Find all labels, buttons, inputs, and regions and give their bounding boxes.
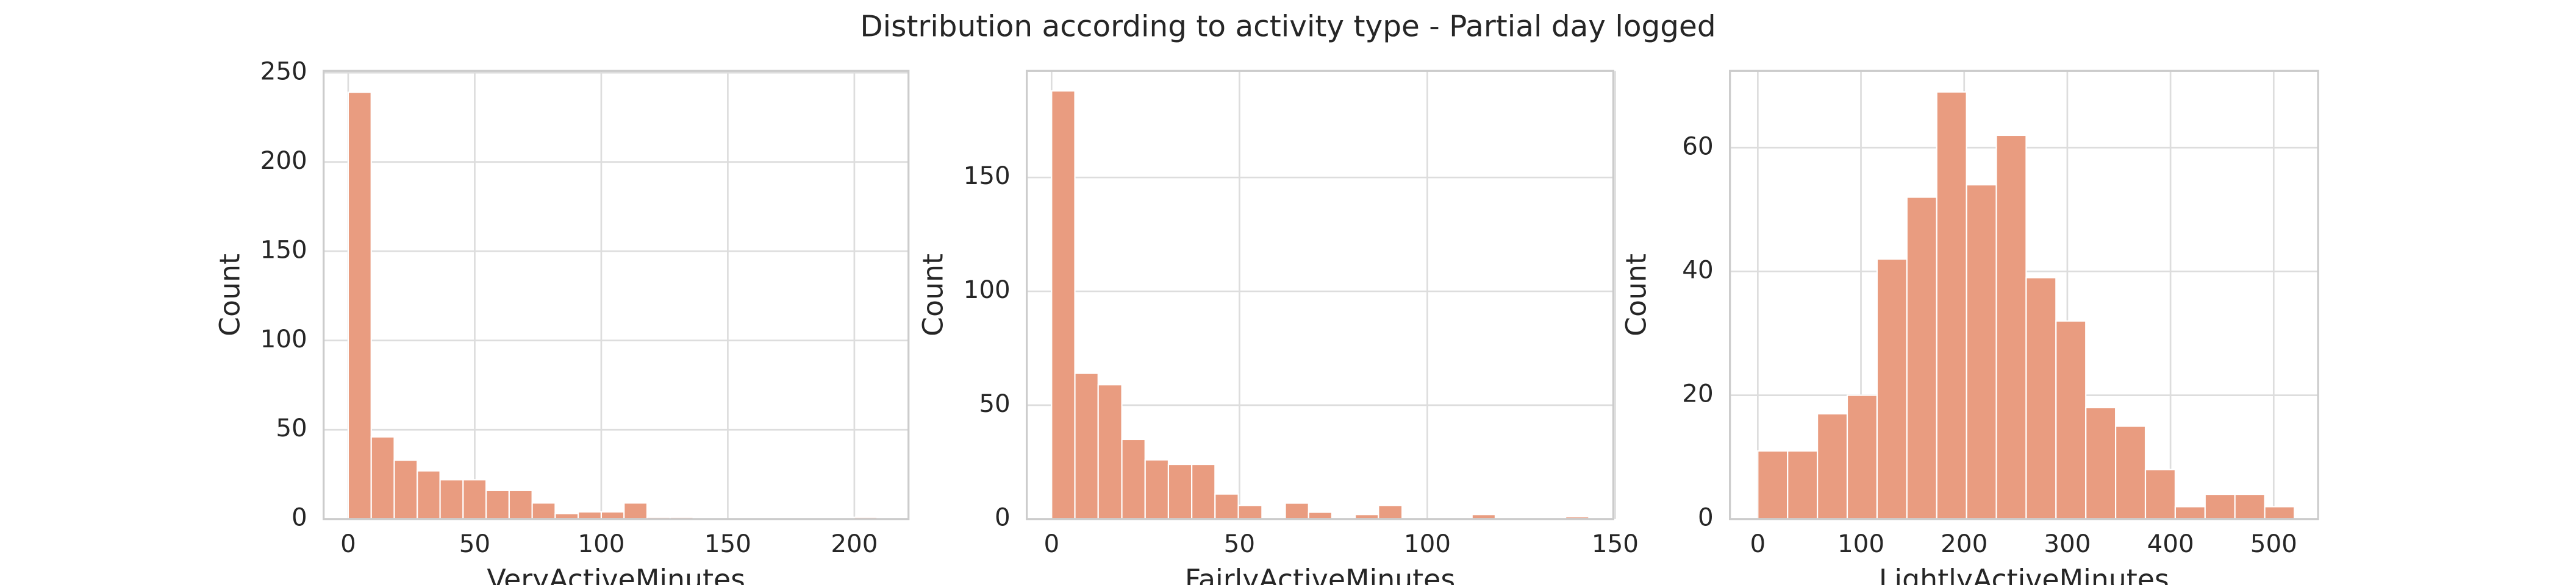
axes-frame xyxy=(323,69,910,520)
y-tick-label: 60 xyxy=(1682,131,1713,160)
y-tick-label: 100 xyxy=(964,275,1011,304)
bar xyxy=(1995,134,2027,520)
bar xyxy=(1167,463,1193,520)
x-tick-label: 300 xyxy=(2044,529,2091,558)
bar xyxy=(347,91,372,520)
bar xyxy=(1144,459,1170,520)
bar xyxy=(462,479,487,520)
bar xyxy=(2085,406,2117,520)
bar xyxy=(2264,506,2295,520)
bar xyxy=(1214,493,1239,520)
x-tick-label: 0 xyxy=(340,529,356,558)
y-tick-label: 0 xyxy=(995,503,1011,532)
bar xyxy=(1936,91,1967,520)
x-axis-label: FairlyActiveMinutes xyxy=(1185,563,1455,585)
bar xyxy=(2055,320,2087,520)
axes-frame xyxy=(1026,69,1615,520)
bar xyxy=(485,489,510,520)
bar xyxy=(531,502,556,520)
y-axis-label: Count xyxy=(213,254,246,336)
y-tick-label: 50 xyxy=(276,413,307,442)
x-tick-label: 100 xyxy=(1837,529,1884,558)
bar xyxy=(2204,494,2236,520)
y-tick-label: 0 xyxy=(292,503,307,532)
x-tick-label: 50 xyxy=(459,529,490,558)
x-tick-label: 150 xyxy=(1592,529,1639,558)
bar xyxy=(1757,450,1789,520)
bar xyxy=(1787,450,1819,520)
x-tick-label: 0 xyxy=(1043,529,1059,558)
y-tick-label: 0 xyxy=(1698,503,1714,532)
figure-title: Distribution according to activity type … xyxy=(860,9,1716,43)
bar xyxy=(1308,511,1333,520)
bar xyxy=(2234,494,2266,520)
bar xyxy=(2144,469,2176,520)
y-tick-label: 150 xyxy=(964,161,1011,190)
bar xyxy=(370,436,395,520)
bar xyxy=(1051,90,1076,520)
y-tick-label: 100 xyxy=(260,324,307,353)
axes-frame xyxy=(1729,69,2319,520)
y-tick-label: 200 xyxy=(260,146,307,175)
x-tick-label: 150 xyxy=(704,529,751,558)
y-axis-label: Count xyxy=(916,254,949,336)
bar xyxy=(1097,384,1123,520)
y-tick-label: 40 xyxy=(1682,255,1713,284)
y-axis-label: Count xyxy=(1619,254,1652,336)
x-axis-label: VeryActiveMinutes xyxy=(487,563,745,585)
x-axis-label: LightlyActiveMinutes xyxy=(1879,563,2169,585)
bar xyxy=(623,502,648,520)
bar xyxy=(1074,372,1099,520)
x-tick-label: 200 xyxy=(1941,529,1987,558)
bar xyxy=(393,459,418,520)
x-tick-label: 0 xyxy=(1750,529,1766,558)
bar xyxy=(1121,438,1146,520)
bar xyxy=(508,489,533,520)
bar xyxy=(1876,258,1908,520)
x-tick-label: 400 xyxy=(2147,529,2194,558)
x-tick-label: 100 xyxy=(1404,529,1451,558)
x-tick-label: 50 xyxy=(1224,529,1255,558)
x-tick-label: 500 xyxy=(2250,529,2297,558)
bar xyxy=(1284,502,1309,520)
bar xyxy=(2115,425,2147,520)
y-tick-label: 20 xyxy=(1682,379,1713,408)
y-tick-label: 250 xyxy=(260,56,307,85)
bar xyxy=(2174,506,2206,520)
bar xyxy=(600,511,625,520)
bar xyxy=(1966,184,1997,520)
x-tick-label: 200 xyxy=(831,529,878,558)
bar xyxy=(1237,505,1263,520)
bar xyxy=(439,479,464,520)
bar xyxy=(1906,196,1937,520)
bar xyxy=(2025,277,2057,520)
bar xyxy=(1817,413,1848,520)
bar xyxy=(1846,394,1878,520)
y-tick-label: 150 xyxy=(260,235,307,264)
bar xyxy=(417,470,441,520)
y-tick-label: 50 xyxy=(979,389,1010,418)
bar xyxy=(1191,463,1216,520)
bar xyxy=(578,511,603,520)
x-tick-label: 100 xyxy=(578,529,624,558)
bar xyxy=(1378,505,1403,520)
